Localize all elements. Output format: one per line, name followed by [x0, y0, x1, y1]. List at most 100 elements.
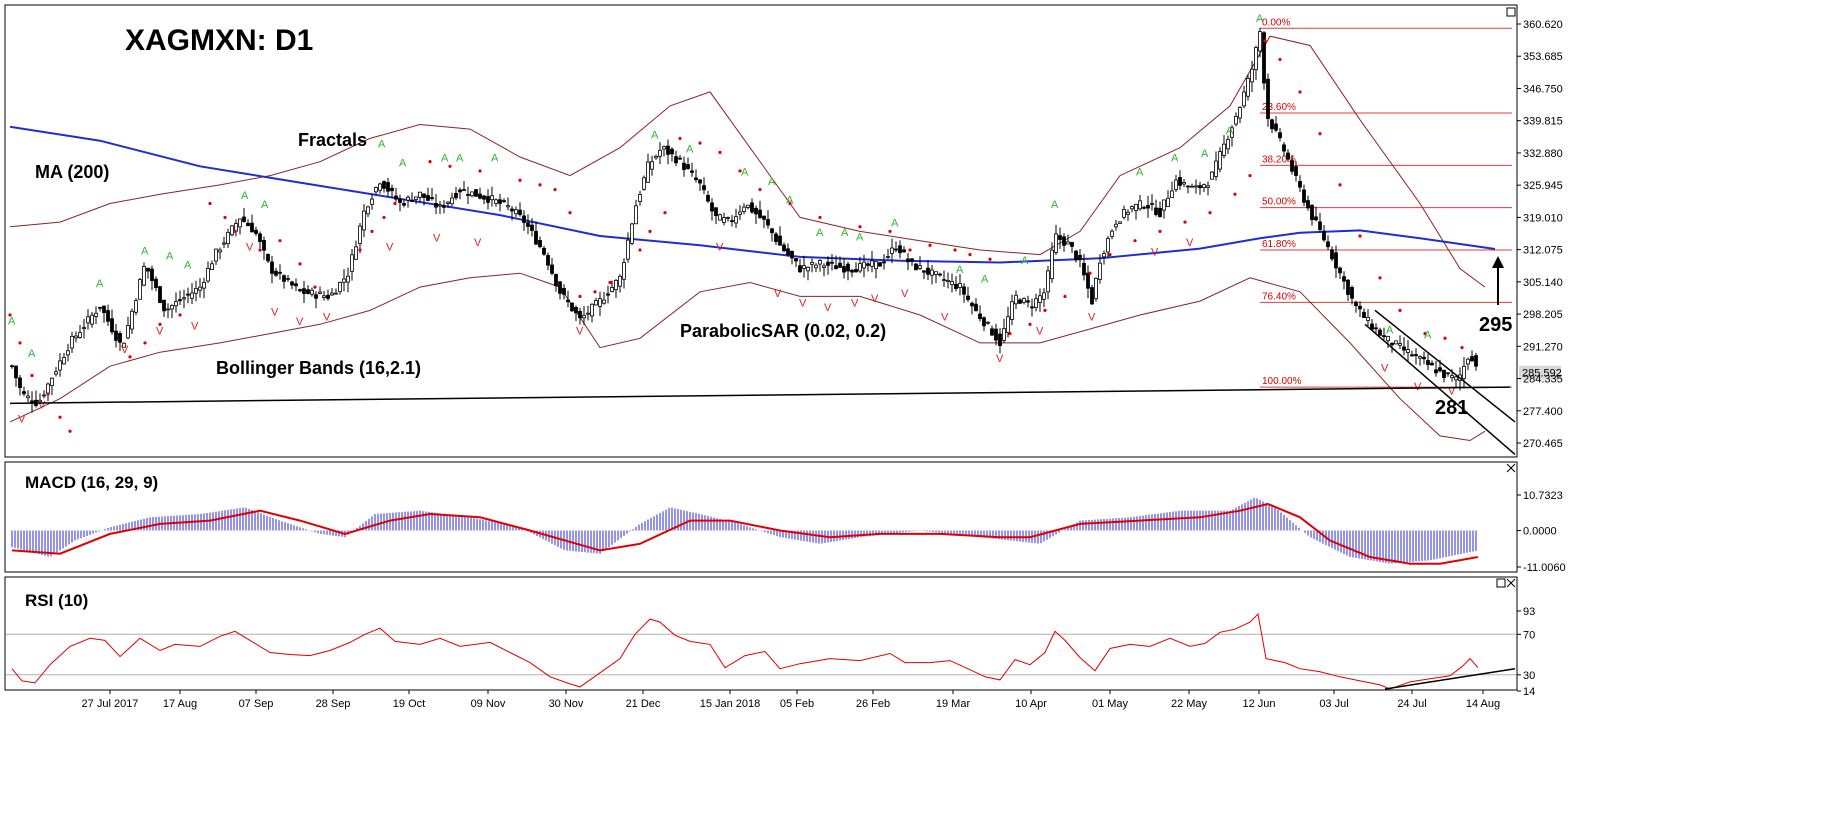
candle-body — [218, 249, 222, 253]
candle-body — [106, 310, 110, 322]
fib-level-label: 76.40% — [1262, 291, 1296, 302]
candle-body — [558, 281, 562, 294]
psar-dot — [208, 201, 212, 206]
candle-body — [1210, 171, 1214, 180]
candle-body — [206, 267, 210, 282]
candle-body — [1230, 127, 1234, 138]
candle-body — [450, 197, 454, 205]
candle-body — [1182, 181, 1186, 185]
psar-dot — [578, 294, 582, 299]
fractal-up-marker: A — [241, 190, 249, 202]
candle-body — [286, 277, 290, 280]
candle-body — [270, 261, 274, 274]
psar-dot — [888, 229, 892, 233]
candle-body — [618, 275, 622, 287]
candle-body — [254, 229, 258, 234]
fractal-up-marker: A — [786, 194, 794, 206]
price-tick-label: 291.270 — [1523, 341, 1563, 353]
candle-body — [802, 265, 806, 270]
candle-body — [86, 316, 90, 324]
candle-body — [226, 231, 230, 245]
fractal-up-marker: A — [1201, 148, 1209, 160]
candle-body — [358, 225, 362, 244]
candle-body — [630, 223, 634, 244]
fractal-up-marker: A — [816, 227, 824, 239]
candle-body — [606, 293, 610, 296]
candle-body — [510, 208, 514, 212]
candle-body — [346, 275, 350, 283]
candle-body — [426, 195, 430, 201]
candle-body — [1046, 270, 1050, 293]
candle-body — [318, 291, 322, 294]
candle-body — [94, 312, 98, 317]
candle-body — [434, 203, 438, 208]
candle-body — [1062, 236, 1066, 246]
fractal-up-marker: A — [1136, 167, 1144, 179]
candle-body — [1222, 143, 1226, 156]
time-tick-label: 07 Sep — [239, 698, 274, 710]
psar-dot — [1108, 253, 1112, 257]
maximize-rsi-icon[interactable] — [1496, 578, 1506, 588]
fractal-down-marker: V — [246, 242, 254, 254]
fractals-label: Fractals — [298, 130, 367, 150]
candle-body — [342, 278, 346, 283]
candle-body — [182, 297, 186, 300]
candle-body — [694, 177, 698, 181]
candle-body — [1238, 106, 1242, 119]
candle-body — [422, 193, 426, 198]
candle-body — [1430, 362, 1434, 366]
candle-body — [466, 194, 470, 196]
fractal-down-marker: V — [941, 311, 949, 323]
candle-body — [942, 279, 946, 281]
candle-body — [718, 214, 722, 221]
candle-body — [90, 314, 94, 325]
candle-body — [186, 293, 190, 296]
rsi-tick-label: 70 — [1523, 629, 1535, 641]
candle-body — [918, 265, 922, 270]
candle-body — [602, 299, 606, 304]
candle-body — [738, 211, 742, 215]
psar-dot — [638, 248, 642, 252]
candle-body — [650, 161, 654, 170]
candle-body — [1150, 203, 1154, 205]
candle-body — [1310, 204, 1314, 221]
candle-body — [382, 181, 386, 189]
candle-body — [522, 215, 526, 223]
fractal-down-marker: V — [774, 288, 782, 300]
psar-dot — [858, 225, 862, 229]
close-rsi-icon[interactable] — [1506, 578, 1516, 588]
time-tick-label: 03 Jul — [1319, 698, 1348, 710]
candle-body — [506, 205, 510, 208]
price-tick-label: 353.685 — [1523, 51, 1563, 63]
candle-body — [158, 286, 162, 303]
candle-body — [1246, 77, 1250, 97]
psar-dot — [1028, 322, 1032, 326]
macd-signal-line — [11, 502, 1479, 565]
candle-body — [886, 256, 890, 258]
candle-body — [1010, 301, 1014, 320]
chart-title: XAGMXN: D1 — [125, 24, 313, 57]
candle-body — [1226, 139, 1230, 150]
candle-body — [326, 294, 330, 299]
close-macd-icon[interactable] — [1506, 463, 1516, 473]
candle-body — [1470, 356, 1474, 362]
candle-body — [890, 247, 894, 254]
candle-body — [798, 265, 802, 273]
candle-body — [406, 196, 410, 201]
fractal-up-marker: A — [28, 348, 36, 360]
candle-body — [954, 283, 958, 289]
candle-body — [1134, 203, 1138, 212]
candle-body — [338, 282, 342, 293]
candle-body — [722, 217, 726, 223]
candle-body — [762, 215, 766, 220]
channel-line — [1374, 309, 1516, 423]
fractal-up-marker: A — [1256, 13, 1264, 25]
candle-body — [734, 216, 738, 224]
time-tick-label: 26 Feb — [856, 698, 890, 710]
candle-body — [1158, 207, 1162, 217]
psar-dot — [30, 373, 34, 378]
maximize-icon[interactable] — [1506, 7, 1516, 17]
candle-body — [1442, 369, 1446, 379]
candle-body — [1398, 343, 1402, 346]
psar-dot — [358, 248, 362, 252]
